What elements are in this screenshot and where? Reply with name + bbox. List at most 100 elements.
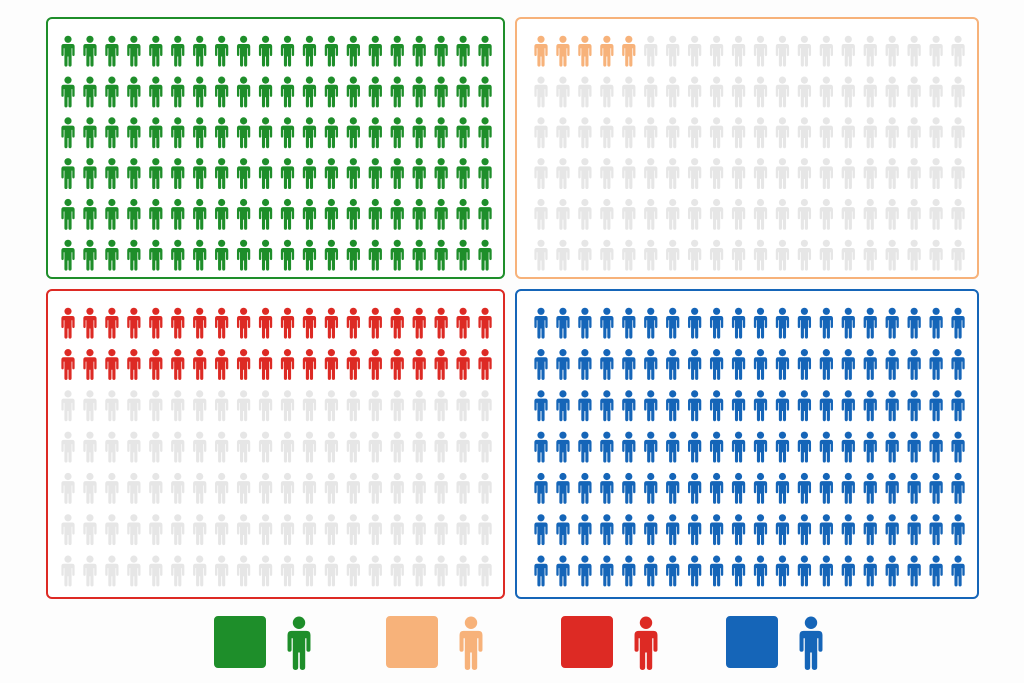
person-icon-empty	[456, 390, 470, 422]
person-icon-empty	[412, 472, 426, 504]
person-icon-empty	[688, 35, 702, 67]
person-icon-empty	[797, 239, 812, 271]
person-icon-filled	[412, 76, 426, 108]
person-icon-empty	[434, 472, 448, 504]
person-icon-filled	[578, 35, 592, 67]
person-icon-empty	[368, 431, 382, 463]
person-icon-filled	[600, 472, 614, 504]
person-icon-filled	[456, 158, 470, 189]
person-icon-empty	[951, 35, 965, 67]
person-icon-empty	[819, 239, 833, 271]
person-icon-empty	[368, 472, 382, 504]
person-icon-filled	[390, 35, 404, 67]
person-icon-filled	[258, 117, 273, 149]
person-icon-filled	[236, 198, 251, 230]
person-icon-filled	[258, 349, 273, 380]
person-icon-empty	[127, 514, 141, 546]
person-icon-filled	[127, 117, 141, 149]
person-icon-empty	[61, 514, 75, 546]
person-icon-filled	[907, 472, 921, 504]
person-icon-filled	[324, 349, 339, 380]
pictogram-grid	[534, 307, 965, 587]
person-icon-empty	[105, 390, 119, 422]
person-icon-empty	[280, 555, 295, 587]
person-icon-filled	[929, 472, 943, 504]
person-icon-filled	[753, 555, 768, 587]
person-icon-filled	[478, 198, 492, 230]
person-icon-empty	[127, 555, 141, 587]
person-icon-empty	[390, 431, 404, 463]
person-icon-filled	[258, 76, 273, 108]
person-icon-filled	[127, 349, 141, 380]
person-icon-empty	[346, 472, 360, 504]
person-icon-filled	[688, 431, 702, 463]
person-icon-filled	[346, 307, 360, 339]
person-icon-filled	[819, 390, 833, 422]
person-icon-filled	[215, 349, 229, 380]
person-icon-empty	[600, 158, 614, 189]
person-icon-filled	[368, 198, 382, 230]
person-icon-empty	[193, 514, 207, 546]
person-icon-empty	[797, 76, 812, 108]
person-icon-empty	[775, 158, 790, 189]
person-icon-filled	[280, 307, 295, 339]
person-icon-filled	[193, 239, 207, 271]
person-icon-empty	[951, 76, 965, 108]
person-icon-filled	[578, 514, 592, 546]
person-icon-filled	[753, 307, 768, 339]
person-icon-filled	[368, 35, 382, 67]
person-icon-filled	[390, 117, 404, 149]
pictogram-panel-blue	[515, 289, 979, 599]
person-icon-filled	[127, 198, 141, 230]
person-icon-empty	[819, 198, 833, 230]
person-icon-filled	[280, 239, 295, 271]
person-icon-empty	[709, 158, 724, 189]
person-icon-filled	[600, 431, 614, 463]
person-icon-filled	[666, 472, 680, 504]
person-icon-filled	[83, 239, 97, 271]
person-icon-filled	[753, 472, 768, 504]
person-icon-filled	[863, 514, 877, 546]
person-icon-empty	[236, 555, 251, 587]
person-icon-empty	[412, 514, 426, 546]
person-icon-empty	[215, 472, 229, 504]
person-icon-filled	[644, 390, 658, 422]
person-icon-filled	[127, 158, 141, 189]
person-icon-filled	[885, 349, 899, 380]
person-icon-filled	[775, 431, 790, 463]
person-icon-filled	[324, 76, 339, 108]
person-icon-empty	[105, 514, 119, 546]
person-icon-filled	[302, 76, 317, 108]
person-icon-filled	[127, 35, 141, 67]
person-icon-empty	[951, 117, 965, 149]
person-icon-filled	[478, 35, 492, 67]
person-icon-empty	[644, 158, 658, 189]
person-icon-empty	[534, 76, 548, 108]
person-icon-empty	[556, 239, 570, 271]
person-icon-empty	[797, 35, 812, 67]
person-icon-filled	[302, 239, 317, 271]
person-icon-filled	[622, 472, 636, 504]
person-icon-empty	[578, 117, 592, 149]
person-icon-filled	[456, 307, 470, 339]
person-icon-empty	[644, 239, 658, 271]
person-icon-filled	[456, 117, 470, 149]
person-icon-empty	[215, 390, 229, 422]
person-icon-empty	[709, 198, 724, 230]
person-icon-filled	[797, 472, 812, 504]
person-icon-empty	[61, 555, 75, 587]
person-icon-filled	[885, 390, 899, 422]
person-icon-filled	[666, 307, 680, 339]
person-icon-filled	[929, 349, 943, 380]
person-icon-empty	[83, 472, 97, 504]
person-icon-filled	[368, 239, 382, 271]
person-icon-filled	[390, 307, 404, 339]
person-icon-empty	[478, 431, 492, 463]
person-icon-filled	[171, 239, 185, 271]
person-icon-empty	[929, 198, 943, 230]
person-icon-filled	[193, 198, 207, 230]
person-icon-empty	[149, 514, 163, 546]
person-icon-empty	[666, 198, 680, 230]
person-icon-empty	[105, 555, 119, 587]
person-icon-filled	[578, 390, 592, 422]
